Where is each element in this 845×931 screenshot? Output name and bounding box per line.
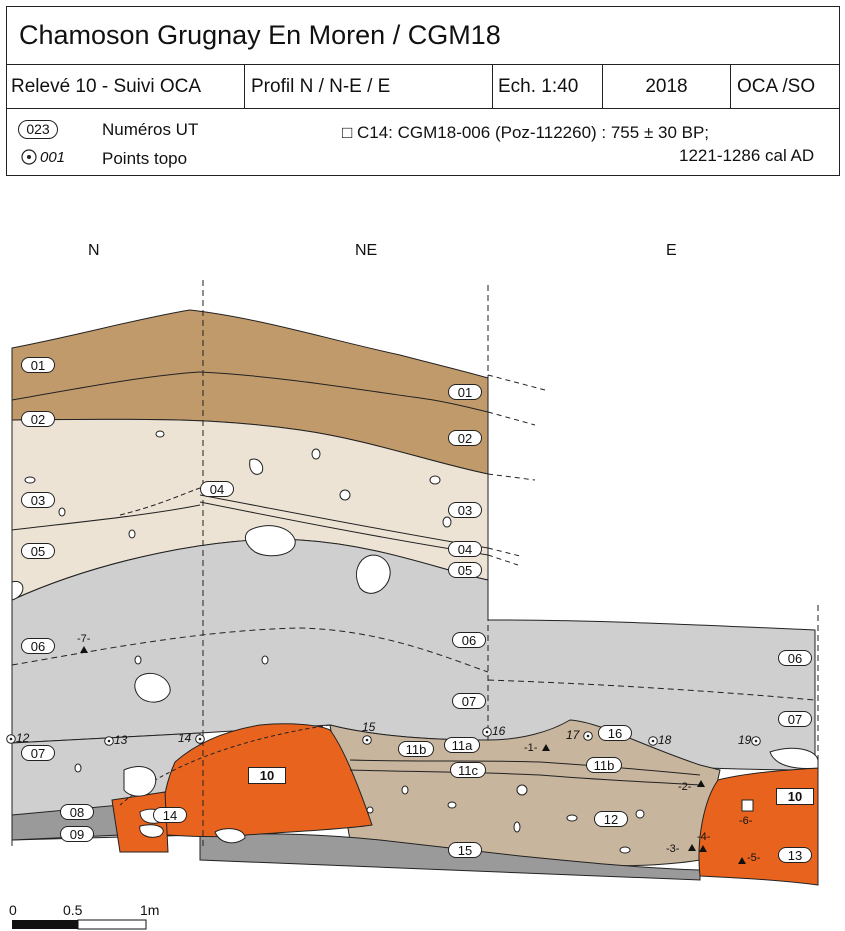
ut-label: 06 (778, 650, 812, 666)
stone (134, 672, 171, 703)
find-2 (697, 780, 705, 787)
topo-point: 17 (566, 728, 593, 742)
year-cell: 2018 (603, 65, 731, 109)
ut-label: 14 (153, 807, 187, 823)
finds (80, 646, 746, 864)
boundary-11-lines (349, 759, 701, 776)
ut-label: 11c (450, 762, 486, 778)
find-label: -7- (77, 633, 91, 645)
header-box: Chamoson Grugnay En Moren / CGM18 Relevé… (6, 6, 840, 176)
ut-label-boxed: 10 (248, 767, 286, 784)
topo-point: 12 (6, 731, 29, 745)
scale-cell: Ech. 1:40 (493, 65, 603, 109)
topo-legend-icon (21, 149, 37, 170)
author-cell: OCA /SO (737, 76, 816, 97)
topo-point: 14 (178, 731, 205, 745)
stone (244, 525, 296, 557)
topo-point: 15 (362, 720, 375, 748)
ut-label: 06 (21, 638, 55, 654)
boundary-03-04 (199, 494, 489, 549)
ut-label: 09 (60, 826, 94, 842)
find-label: -5- (747, 852, 761, 864)
boundary-06-07 (11, 627, 489, 673)
scale-bar-white (77, 919, 147, 930)
layer-06-07 (11, 538, 816, 771)
stone (214, 828, 246, 844)
layer-10-east (698, 767, 819, 886)
ut-label: 06 (452, 632, 486, 648)
find-label: -6- (739, 815, 753, 827)
legend: 023 Numéros UT 001 Points topo □ C14: CG… (7, 109, 839, 177)
find-label: -4- (697, 831, 711, 843)
find-label: -3- (666, 843, 680, 855)
ut-label-boxed: 10 (776, 788, 814, 805)
boundary-06-07-east (487, 679, 816, 701)
c14-sample-square (741, 799, 754, 812)
scale-bar-black (12, 920, 78, 929)
ut-label: 02 (21, 411, 55, 427)
title-row: Chamoson Grugnay En Moren / CGM18 (7, 7, 839, 65)
ut-label: 13 (778, 847, 812, 863)
ut-label: 11b (398, 741, 434, 757)
orientation-ne: NE (355, 242, 378, 259)
topo-legend-sample: 001 (40, 149, 66, 166)
releve-cell: Relevé 10 - Suivi OCA (7, 65, 245, 109)
ut-label: 01 (21, 357, 55, 373)
find-label: -1- (524, 742, 538, 754)
find-label: -2- (678, 781, 692, 793)
ut-label: 05 (448, 562, 482, 578)
boundary-05-06-west (11, 504, 201, 531)
find-4 (699, 845, 707, 852)
stone (139, 824, 164, 838)
topo-point: 18 (648, 733, 671, 747)
info-row: Relevé 10 - Suivi OCA Profil N / N-E / E… (7, 65, 839, 109)
boundary-04-dashed (119, 487, 201, 516)
stone (249, 458, 264, 475)
ut-legend-label: Numéros UT (102, 120, 199, 139)
ut-legend-sample: 023 (18, 120, 58, 139)
ut-label: 05 (21, 543, 55, 559)
ut-label: 02 (448, 430, 482, 446)
site-title: Chamoson Grugnay En Moren / CGM18 (19, 20, 501, 50)
ut-label: 04 (200, 481, 234, 497)
find-1 (542, 744, 550, 751)
ut-label: 15 (448, 842, 482, 858)
ut-label: 04 (448, 541, 482, 557)
stone (11, 580, 24, 601)
scale-label-1m: 1m (140, 902, 160, 918)
ut-label: 12 (594, 811, 628, 827)
topo-point: 16 (482, 724, 505, 738)
ut-label: 07 (452, 693, 486, 709)
ut-label: 11b (586, 757, 622, 773)
stone (769, 747, 819, 769)
scale-label-0: 0 (9, 902, 17, 918)
find-7 (80, 646, 88, 653)
topo-point: 13 (104, 733, 127, 747)
stone (123, 766, 157, 797)
projection-dashes (487, 374, 546, 566)
stone (356, 554, 391, 594)
ut-label: 03 (21, 492, 55, 508)
orientation-n: N (88, 242, 100, 259)
scale-label-05: 0.5 (63, 902, 83, 918)
topo-point: 19 (738, 733, 762, 747)
boundary-11-lines-2 (349, 769, 701, 786)
ut-label: 07 (778, 711, 812, 727)
find-5 (738, 857, 746, 864)
find-3 (688, 844, 696, 851)
profile-cell: Profil N / N-E / E (245, 65, 493, 109)
topo-legend-label: Points topo (102, 149, 188, 168)
boundary-01-02 (11, 371, 489, 413)
ut-label: 08 (60, 804, 94, 820)
boundary-04-05 (199, 501, 489, 556)
ut-label: 16 (598, 725, 632, 741)
c14-line1: □ C14: CGM18-006 (Poz-112260) : 755 ± 30… (342, 123, 710, 142)
ut-label: 11a (444, 737, 480, 753)
ut-label: 07 (21, 745, 55, 761)
c14-line2: 1221-1286 cal AD (679, 146, 815, 165)
orientation-e: E (666, 242, 677, 259)
ut-label: 01 (448, 384, 482, 400)
ut-label: 03 (448, 502, 482, 518)
